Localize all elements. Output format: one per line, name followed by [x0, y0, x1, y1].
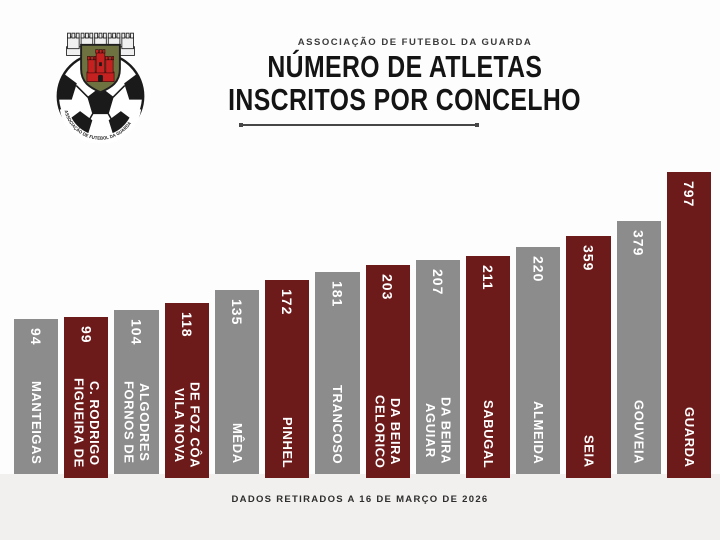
bar-category-label: PINHEL	[280, 416, 295, 468]
bar-value-label: 94	[28, 328, 45, 346]
bar-category-label: FORNOS DE ALGODRES	[121, 381, 153, 464]
bar-value-label: 207	[429, 269, 446, 296]
chart-bar-almeida: 220 ALMEIDA	[516, 247, 561, 474]
chart-bar-sabugal: 211 SABUGAL	[465, 256, 511, 478]
chart-bar-trancoso: 181 TRANCOSO	[315, 272, 360, 474]
bar-value-label: 379	[630, 230, 647, 257]
chart-bar-aguiar-da-beira: 207 AGUIAR DA BEIRA	[415, 260, 460, 474]
bar-category-label: MÊDA	[229, 423, 245, 464]
title-divider	[239, 122, 479, 127]
divider-right-dot	[475, 122, 479, 127]
bar-value-label: 797	[680, 181, 697, 208]
bar-category-label: FIGUEIRA DE C. RODRIGO	[71, 378, 102, 468]
bar-category-label: MANTEIGAS	[28, 380, 44, 464]
chart-bar-pinhel: 172 PINHEL	[265, 280, 310, 478]
bar-category-label: GOUVEIA	[631, 399, 647, 464]
bar-value-label: 181	[329, 281, 346, 308]
chart-bar-celorico-da-beira: 203 CELORICO DA BEIRA	[365, 265, 410, 478]
bar-category-label: TRANCOSO	[330, 384, 346, 464]
bar-value-label: 211	[480, 265, 497, 291]
shield-icon	[80, 43, 121, 94]
bar-value-label: 203	[379, 274, 396, 301]
bar-category-label: VILA NOVA DE FOZ CÔA	[171, 381, 203, 468]
bar-value-label: 135	[228, 299, 245, 326]
chart-bar-figueira-de-c-rodrigo: 99 FIGUEIRA DE C. RODRIGO	[64, 317, 109, 478]
chart-bar-gouveia: 379 GOUVEIA	[616, 221, 661, 474]
divider-line	[243, 123, 475, 126]
bars-container: 94 MANTEIGAS 99 FIGUEIRA DE C. RODRIGO 104 FO…	[14, 140, 712, 478]
source-note: DADOS RETIRADOS A 16 DE MARÇO DE 2026	[231, 494, 489, 505]
bar-value-label: 220	[530, 256, 547, 283]
bar-category-label: CELORICO DA BEIRA	[372, 394, 404, 468]
chart-bar-guarda: 797 GUARDA	[666, 172, 712, 478]
title-line-1: NÚMERO DE ATLETAS	[267, 49, 543, 84]
chart-bar-vila-nova-de-foz-c-a: 118 VILA NOVA DE FOZ CÔA	[164, 303, 209, 478]
title-line-2: INSCRITOS POR CONCELHO	[228, 82, 582, 117]
bar-category-label: SEIA	[581, 435, 597, 468]
chart-bar-m-da: 135 MÊDA	[214, 290, 260, 474]
bar-category-label: GUARDA	[681, 407, 697, 468]
chart-bar-manteigas: 94 MANTEIGAS	[14, 319, 59, 474]
bar-value-label: 104	[128, 319, 145, 346]
bar-category-label: ALMEIDA	[531, 400, 547, 464]
bar-value-label: 118	[178, 312, 195, 338]
bar-category-label: AGUIAR DA BEIRA	[422, 396, 454, 464]
club-crest-logo: ASSOCIAÇÃO DE FUTEBOL DA GUARDA	[56, 32, 145, 143]
footer-band: DADOS RETIRADOS A 16 DE MARÇO DE 2026	[0, 474, 720, 540]
bar-value-label: 172	[279, 289, 296, 316]
chart-bar-seia: 359 SEIA	[566, 236, 611, 478]
chart-bar-fornos-de-algodres: 104 FORNOS DE ALGODRES	[114, 310, 159, 474]
divider-left-dot	[239, 122, 243, 127]
bar-value-label: 359	[580, 245, 597, 272]
page-title: NÚMERO DE ATLETAS INSCRITOS POR CONCELHO	[120, 50, 690, 116]
association-subtitle: ASSOCIAÇÃO DE FUTEBOL DA GUARDA	[297, 37, 533, 48]
bar-category-label: SABUGAL	[480, 399, 496, 468]
soccer-ball-icon: ASSOCIAÇÃO DE FUTEBOL DA GUARDA	[56, 52, 145, 141]
castle-door	[98, 74, 103, 82]
bar-value-label: 99	[78, 326, 95, 344]
